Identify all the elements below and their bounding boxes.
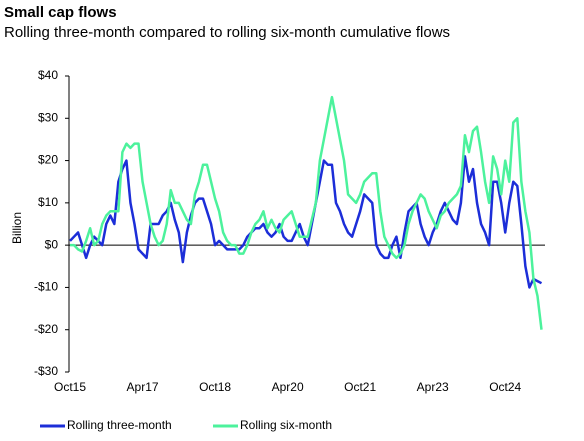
y-tick-label: $40	[38, 68, 58, 82]
x-tick-label: Apr23	[417, 380, 449, 394]
chart-title: Small cap flows	[4, 4, 117, 21]
line-series	[70, 95, 543, 330]
y-tick-label: -$20	[34, 322, 58, 336]
x-tick-label: Apr20	[272, 380, 304, 394]
y-tick-label: -$30	[34, 364, 58, 378]
legend-label: Rolling six-month	[240, 418, 332, 432]
chart-subtitle: Rolling three-month compared to rolling …	[4, 24, 450, 41]
y-tick-label: $10	[38, 195, 58, 209]
x-tick-label: Apr17	[127, 380, 159, 394]
x-tick-label: Oct24	[489, 380, 521, 394]
y-tick-label: $30	[38, 110, 58, 124]
legend-label: Rolling three-month	[67, 418, 172, 432]
x-tick-label: Oct21	[344, 380, 376, 394]
x-tick-label: Oct18	[199, 380, 231, 394]
y-tick-label: -$10	[34, 280, 58, 294]
line-series	[69, 155, 543, 289]
y-axis-label: Billion	[10, 212, 24, 244]
x-tick-label: Oct15	[54, 380, 86, 394]
y-tick-label: $20	[38, 153, 58, 167]
y-tick-label: $0	[45, 237, 59, 251]
